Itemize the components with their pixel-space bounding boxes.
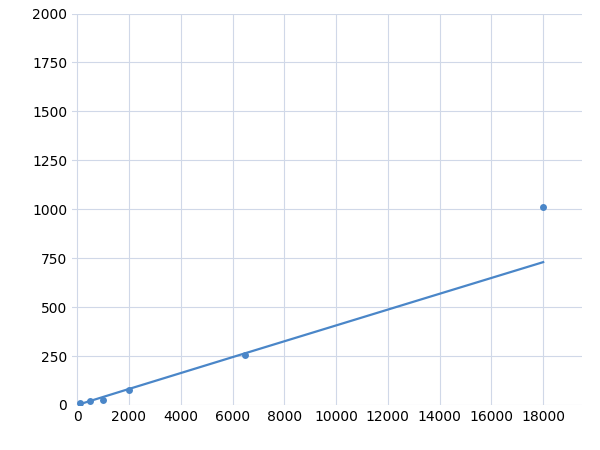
Point — [241, 351, 250, 359]
Point — [76, 400, 85, 407]
Point — [124, 387, 134, 394]
Point — [98, 396, 108, 404]
Point — [85, 398, 95, 405]
Point — [538, 204, 548, 211]
